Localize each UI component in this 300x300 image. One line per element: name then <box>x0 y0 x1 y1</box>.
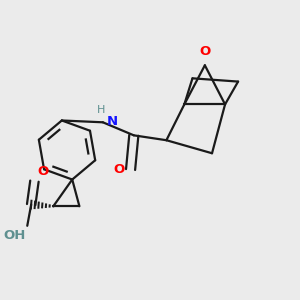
Text: N: N <box>107 115 118 128</box>
Text: O: O <box>113 163 125 176</box>
Text: O: O <box>199 45 211 58</box>
Text: O: O <box>37 165 48 178</box>
Text: OH: OH <box>3 229 26 242</box>
Text: H: H <box>97 105 105 115</box>
